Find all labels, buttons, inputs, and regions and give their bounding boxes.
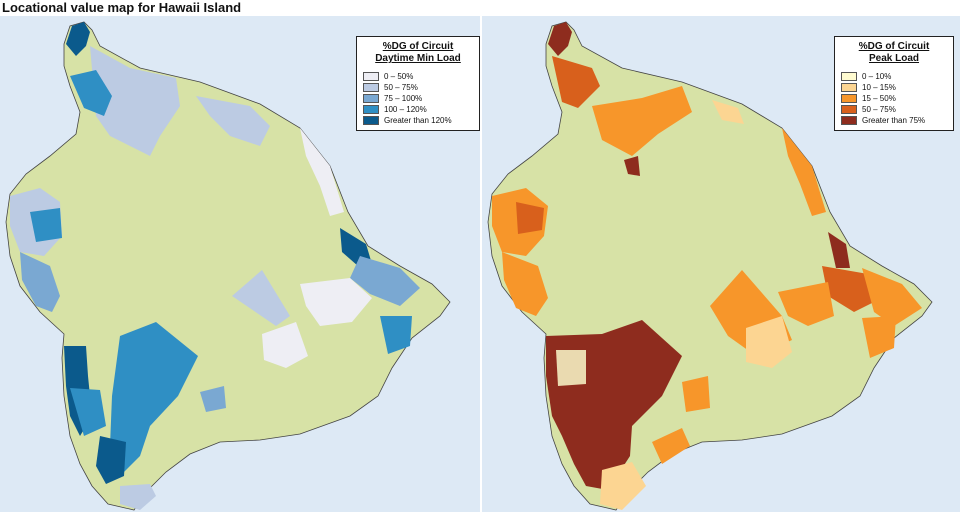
legend-swatch — [363, 72, 379, 81]
legend-item: 100 – 120% — [363, 104, 473, 115]
legend-swatch — [841, 105, 857, 114]
region-orange-east — [782, 128, 826, 216]
page-title: Locational value map for Hawaii Island — [2, 0, 242, 15]
region-kona-grid — [70, 388, 106, 436]
region-light-east1 — [196, 96, 270, 146]
legend-swatch — [841, 116, 857, 125]
region-dark-north — [548, 22, 572, 56]
legend-title-line2: Daytime Min Load — [375, 53, 461, 64]
legend-title-line1: %DG of Circuit — [858, 41, 930, 52]
region-kona-grid-pale — [556, 350, 586, 386]
region-east-dark — [340, 228, 372, 266]
legend-item: 15 – 50% — [841, 93, 947, 104]
region-dark-waimea — [624, 156, 640, 176]
legend-item: 50 – 75% — [363, 82, 473, 93]
region-ka-dark — [96, 436, 126, 484]
region-kona-big — [110, 322, 198, 476]
region-orange-kohala — [592, 86, 692, 156]
legend-item: 10 – 15% — [841, 82, 947, 93]
region-pale-top — [712, 100, 744, 124]
region-east-light — [862, 268, 922, 326]
legend-swatch — [363, 94, 379, 103]
region-mid-south — [200, 386, 226, 412]
region-west-lower — [502, 252, 548, 316]
legend-peak-load: %DG of Circuit Peak Load 0 – 10% 10 – 15… — [834, 36, 954, 131]
region-west-rust — [516, 202, 544, 234]
region-saddle-light — [232, 270, 290, 326]
region-orange-north — [552, 56, 600, 108]
legend-item: 75 – 100% — [363, 93, 473, 104]
legend-item: Greater than 75% — [841, 115, 947, 126]
legend-item: 0 – 10% — [841, 71, 947, 82]
region-overlays — [492, 22, 922, 510]
legend-item: 0 – 50% — [363, 71, 473, 82]
legend-item: 50 – 75% — [841, 104, 947, 115]
region-light-north — [90, 46, 180, 156]
legend-swatch — [841, 94, 857, 103]
region-mid-north — [70, 70, 112, 116]
region-east-mid — [350, 256, 420, 306]
region-pale-hilo — [300, 278, 372, 326]
map-daytime-min-load[interactable]: %DG of Circuit Daytime Min Load 0 – 50% … — [0, 16, 480, 512]
region-west-mid — [30, 208, 62, 242]
region-pale-east — [300, 128, 344, 216]
region-west-lower — [20, 252, 60, 312]
region-east-dark — [828, 232, 850, 268]
legend-title-line1: %DG of Circuit — [382, 41, 454, 52]
region-puna-mid — [380, 316, 412, 354]
legend-swatch — [363, 105, 379, 114]
region-south-coast — [652, 428, 690, 464]
island-map-svg — [5, 21, 451, 511]
region-puna-orange — [862, 316, 896, 358]
map-peak-load[interactable]: %DG of Circuit Peak Load 0 – 10% 10 – 15… — [482, 16, 960, 512]
legend-title-line2: Peak Load — [868, 53, 920, 64]
region-south-light — [120, 484, 156, 510]
region-south-pale — [600, 462, 646, 510]
legend-swatch — [841, 72, 857, 81]
legend-swatch — [841, 83, 857, 92]
region-hilo-orange — [778, 282, 834, 326]
region-dark-north — [66, 22, 90, 56]
region-mid-south — [682, 376, 710, 412]
region-saddle-pale — [746, 316, 792, 368]
island-map-svg — [487, 21, 933, 511]
legend-daytime-min-load: %DG of Circuit Daytime Min Load 0 – 50% … — [356, 36, 480, 131]
region-overlays — [10, 22, 420, 510]
legend-item: Greater than 120% — [363, 115, 473, 126]
legend-swatch — [363, 83, 379, 92]
region-pale-saddle — [262, 322, 308, 368]
legend-swatch — [363, 116, 379, 125]
